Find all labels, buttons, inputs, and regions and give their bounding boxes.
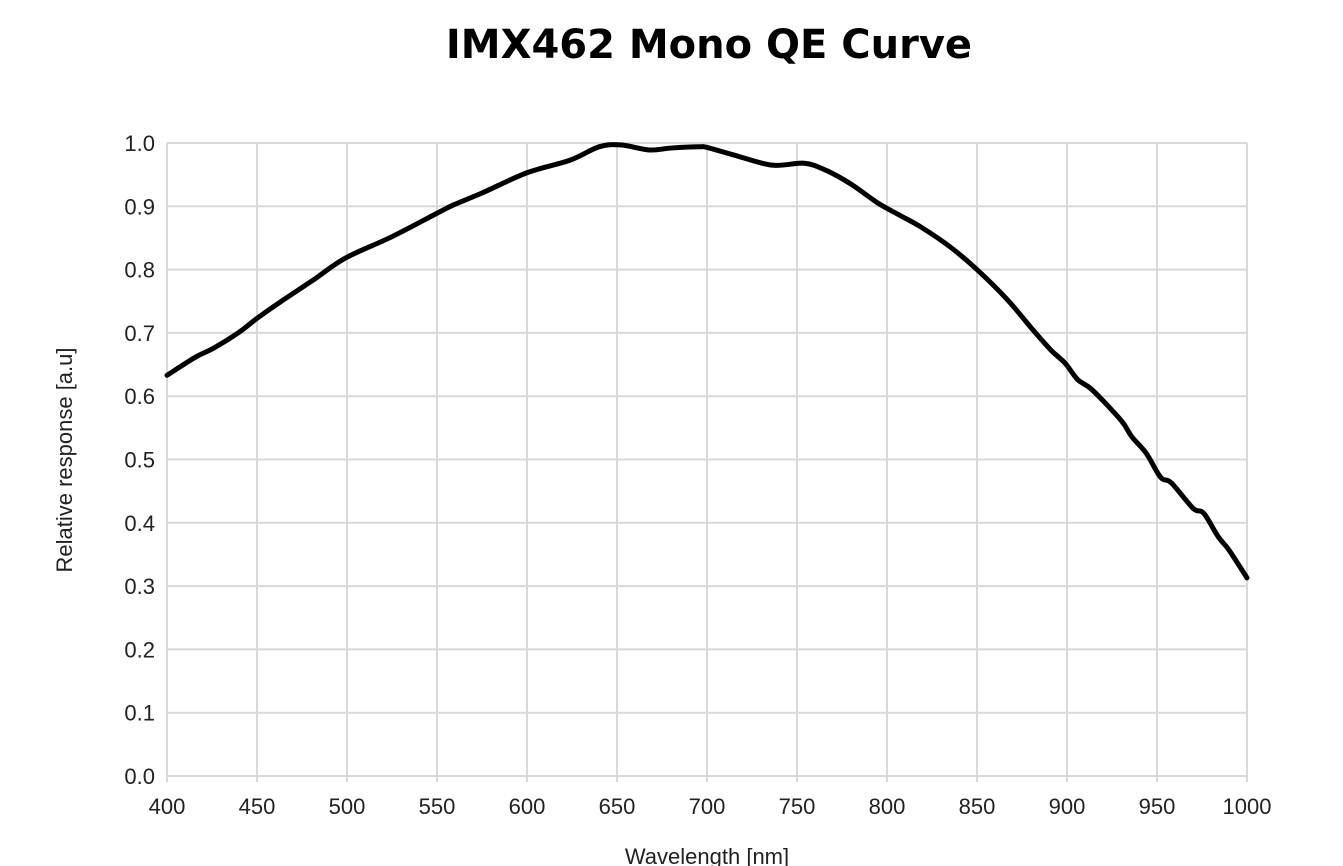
y-tick-label: 0.6 (124, 384, 155, 409)
x-axis-label: Wavelength [nm] (625, 844, 789, 866)
y-tick-label: 0.4 (124, 511, 155, 536)
y-tick-label: 0.9 (124, 194, 155, 219)
y-axis-label: Relative response [a.u] (52, 347, 77, 572)
y-tick-label: 0.7 (124, 321, 155, 346)
x-tick-label: 650 (599, 794, 636, 819)
x-tick-label: 950 (1139, 794, 1176, 819)
x-tick-label: 750 (779, 794, 816, 819)
qe-curve-line (164, 142, 1250, 581)
grid (166, 142, 1248, 782)
series (164, 142, 1250, 581)
y-tick-label: 0.2 (124, 637, 155, 662)
x-tick-labels: 400 450 500 550 600 650 700 750 800 850 900 950 1000 (149, 794, 1272, 819)
y-tick-label: 0.3 (124, 574, 155, 599)
x-tick-label: 450 (239, 794, 276, 819)
y-tick-label: 0.1 (124, 701, 155, 726)
y-tick-label: 1.0 (124, 131, 155, 156)
x-tick-label: 850 (959, 794, 996, 819)
y-tick-label: 0.0 (124, 764, 155, 789)
x-tick-label: 500 (329, 794, 366, 819)
y-tick-label: 0.5 (124, 448, 155, 473)
x-tick-label: 550 (419, 794, 456, 819)
chart-title: IMX462 Mono QE Curve (445, 22, 973, 68)
x-tick-label: 600 (509, 794, 546, 819)
y-tick-labels: 0.0 0.1 0.2 0.3 0.4 0.5 0.6 0.7 0.8 0.9 1.0 (124, 131, 155, 789)
x-tick-label: 800 (869, 794, 906, 819)
x-tick-label: 700 (689, 794, 726, 819)
y-tick-label: 0.8 (124, 258, 155, 283)
x-tick-label: 400 (149, 794, 186, 819)
x-tick-label: 900 (1049, 794, 1086, 819)
x-tick-label: 1000 (1223, 794, 1272, 819)
